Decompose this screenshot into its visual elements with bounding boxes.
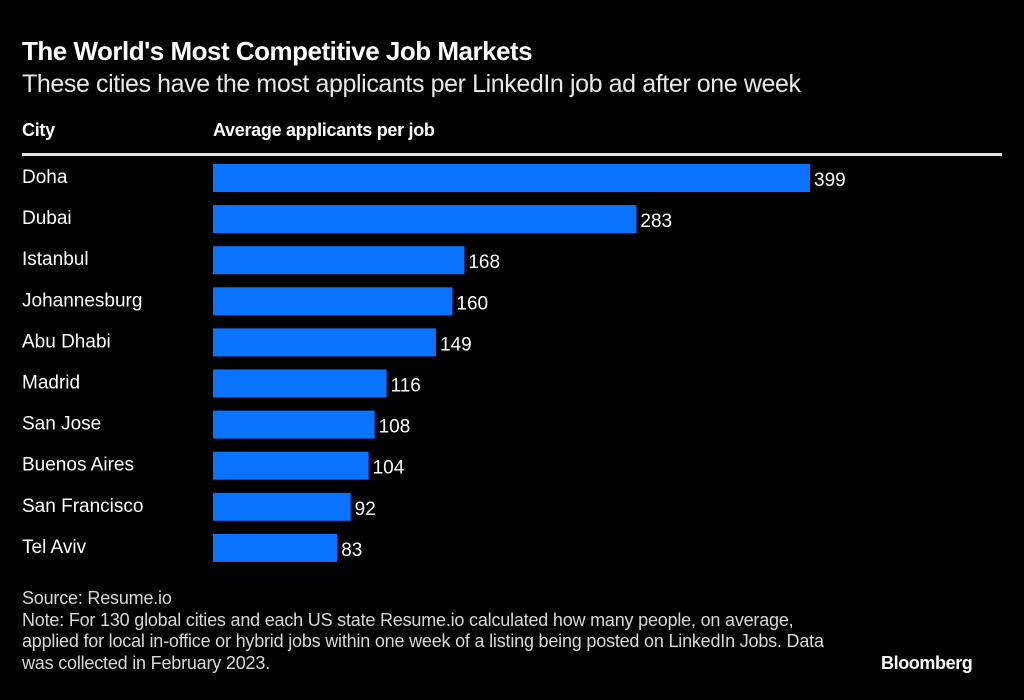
category-label: Tel Aviv	[22, 537, 87, 558]
category-label: Johannesburg	[22, 290, 142, 311]
methodology-note: Note: For 130 global cities and each US …	[22, 609, 824, 673]
value-label: 83	[341, 540, 362, 561]
category-label: Istanbul	[22, 249, 89, 270]
category-label: San Jose	[22, 414, 101, 435]
value-label: 283	[640, 211, 672, 232]
chart-title: The World's Most Competitive Job Markets	[22, 36, 533, 66]
category-label: Abu Dhabi	[22, 331, 111, 352]
value-label: 160	[456, 293, 488, 314]
bar	[213, 369, 387, 398]
header-divider	[22, 153, 1002, 156]
chart-footer: Source: Resume.io Note: For 130 global c…	[22, 588, 842, 674]
category-label: San Francisco	[22, 496, 143, 517]
bar	[213, 451, 369, 480]
value-label: 108	[379, 417, 411, 438]
bar	[213, 533, 338, 562]
bar	[213, 328, 436, 357]
bar	[213, 287, 453, 316]
column-header-value: Average applicants per job	[213, 120, 435, 140]
column-header-city: City	[22, 120, 55, 140]
value-label: 168	[468, 252, 500, 273]
value-label: 399	[814, 170, 846, 191]
chart-subtitle: These cities have the most applicants pe…	[22, 70, 801, 98]
source-note: Source: Resume.io	[22, 588, 172, 608]
bar	[213, 410, 375, 439]
bar	[213, 492, 351, 521]
category-label: Doha	[22, 167, 68, 188]
bar	[213, 205, 637, 234]
value-label: 149	[440, 334, 472, 355]
bloomberg-logo: Bloomberg	[881, 653, 973, 673]
value-label: 116	[391, 376, 421, 397]
category-label: Madrid	[22, 373, 80, 394]
category-label: Dubai	[22, 208, 72, 229]
bar	[213, 164, 810, 192]
value-label: 92	[355, 499, 376, 520]
bar	[213, 246, 465, 275]
value-label: 104	[373, 458, 405, 479]
category-label: Buenos Aires	[22, 455, 134, 476]
